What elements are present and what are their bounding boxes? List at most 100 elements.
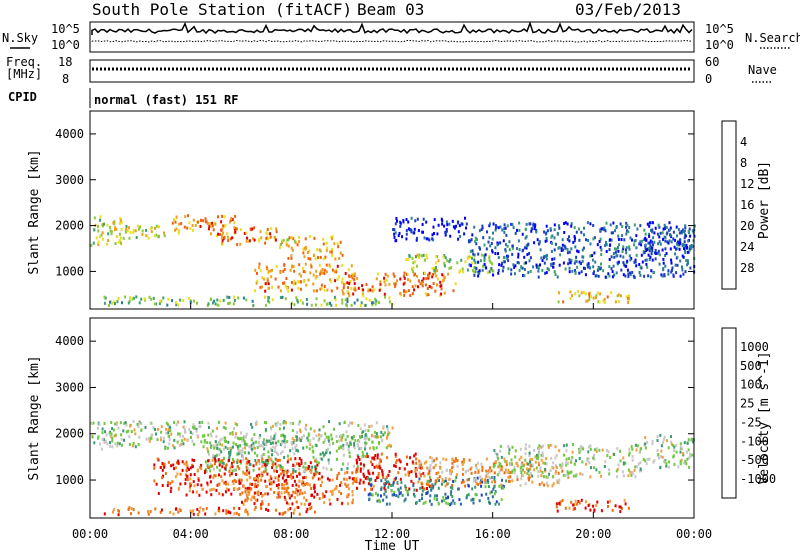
- heatmap-cell: [614, 250, 617, 254]
- heatmap-cell: [283, 491, 286, 494]
- heatmap-cell: [270, 226, 273, 230]
- heatmap-cell: [214, 457, 216, 461]
- heatmap-cell: [585, 462, 588, 466]
- heatmap-cell: [197, 513, 200, 517]
- heatmap-cell: [175, 227, 178, 231]
- heatmap-cell: [312, 455, 315, 459]
- heatmap-cell: [415, 255, 417, 258]
- heatmap-cell: [357, 286, 360, 290]
- heatmap-cell: [191, 439, 194, 443]
- heatmap-cell: [246, 489, 249, 493]
- heatmap-cell: [344, 272, 347, 275]
- heatmap-cell: [471, 233, 474, 237]
- heatmap-cell: [154, 226, 156, 230]
- heatmap-cell: [647, 247, 650, 251]
- colorbar-tick-label: 20: [740, 219, 754, 233]
- heatmap-cell: [570, 258, 573, 262]
- heatmap-cell: [130, 430, 133, 434]
- heatmap-cell: [97, 435, 100, 439]
- heatmap-cell: [392, 483, 394, 487]
- heatmap-cell: [111, 445, 114, 449]
- heatmap-cell: [464, 484, 467, 488]
- heatmap-cell: [470, 238, 473, 242]
- heatmap-cell: [445, 228, 448, 232]
- heatmap-cell: [409, 294, 412, 297]
- heatmap-cell: [246, 459, 249, 463]
- heatmap-cell: [429, 456, 432, 459]
- heatmap-cell: [331, 235, 334, 239]
- heatmap-cell: [490, 242, 493, 245]
- heatmap-cell: [603, 226, 606, 230]
- heatmap-cell: [424, 500, 427, 504]
- heatmap-cell: [479, 475, 482, 479]
- heatmap-cell: [318, 248, 321, 252]
- heatmap-cell: [501, 269, 504, 273]
- heatmap-cell: [204, 220, 207, 224]
- heatmap-cell: [429, 475, 431, 479]
- heatmap-cell: [103, 512, 106, 516]
- heatmap-cell: [608, 472, 611, 476]
- heatmap-cell: [339, 434, 342, 438]
- heatmap-cell: [365, 297, 368, 301]
- heatmap-cell: [648, 241, 651, 245]
- heatmap-cell: [320, 303, 323, 307]
- heatmap-cell: [425, 460, 428, 464]
- heatmap-cell: [192, 425, 195, 429]
- heatmap-cell: [292, 237, 295, 241]
- colorbar-tick-label: 25: [740, 397, 754, 411]
- heatmap-cell: [98, 235, 101, 239]
- heatmap-cell: [166, 303, 169, 307]
- heatmap-cell: [416, 253, 419, 257]
- heatmap-cell: [251, 425, 254, 429]
- heatmap-cell: [513, 468, 516, 472]
- heatmap-cell: [307, 278, 310, 282]
- heatmap-cell: [421, 284, 424, 288]
- heatmap-cell: [132, 508, 135, 512]
- heatmap-cell: [140, 428, 143, 432]
- heatmap-cell: [666, 231, 669, 235]
- heatmap-cell: [500, 465, 503, 469]
- heatmap-cell: [264, 289, 267, 293]
- heatmap-cell: [387, 480, 390, 484]
- heatmap-cell: [261, 500, 264, 504]
- heatmap-cell: [469, 239, 472, 243]
- heatmap-cell: [665, 252, 668, 255]
- heatmap-cell: [619, 254, 622, 258]
- heatmap-cell: [284, 284, 287, 288]
- heatmap-cell: [446, 259, 449, 263]
- heatmap-cell: [684, 234, 687, 238]
- heatmap-cell: [387, 444, 390, 448]
- heatmap-cell: [656, 251, 659, 255]
- heatmap-cell: [596, 291, 599, 295]
- heatmap-cell: [421, 497, 423, 501]
- heatmap-cell: [563, 444, 566, 448]
- heatmap-cell: [420, 466, 422, 470]
- heatmap-cell: [675, 443, 678, 447]
- heatmap-cell: [125, 225, 128, 228]
- heatmap-cell: [260, 455, 263, 458]
- heatmap-cell: [314, 470, 317, 474]
- heatmap-cell: [248, 460, 251, 463]
- heatmap-cell: [297, 506, 300, 509]
- heatmap-cell: [405, 455, 408, 459]
- heatmap-cell: [216, 447, 219, 450]
- heatmap-cell: [267, 296, 270, 300]
- heatmap-cell: [259, 434, 262, 437]
- heatmap-cell: [608, 258, 611, 261]
- heatmap-cell: [270, 480, 273, 484]
- heatmap-cell: [597, 274, 600, 278]
- heatmap-cell: [444, 484, 447, 488]
- heatmap-cell: [478, 269, 481, 273]
- heatmap-cell: [298, 263, 301, 267]
- heatmap-cell: [635, 246, 638, 250]
- heatmap-cell: [230, 472, 233, 476]
- heatmap-cell: [198, 510, 201, 514]
- heatmap-cell: [393, 274, 396, 278]
- heatmap-cell: [178, 222, 181, 226]
- heatmap-cell: [411, 267, 414, 271]
- heatmap-cell: [340, 492, 342, 496]
- heatmap-cell: [242, 458, 245, 462]
- heatmap-cell: [290, 442, 293, 445]
- heatmap-cell: [449, 469, 452, 472]
